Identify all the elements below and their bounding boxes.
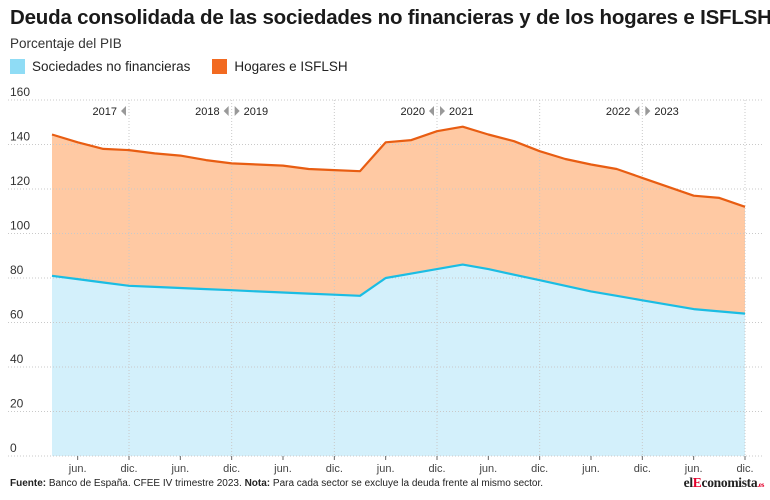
legend-swatch-hogares bbox=[212, 59, 228, 74]
x-tick-label: jun. bbox=[684, 463, 703, 475]
year-arrow-left bbox=[429, 106, 434, 116]
source-text: Banco de España. CFEE IV trimestre 2023. bbox=[48, 478, 242, 489]
y-tick-label: 40 bbox=[10, 352, 24, 366]
x-tick-label: jun. bbox=[170, 463, 189, 475]
x-tick-label: dic. bbox=[120, 463, 137, 475]
x-tick-label: dic. bbox=[736, 463, 753, 475]
legend-swatch-sociedades bbox=[10, 59, 25, 74]
chart-subtitle: Porcentaje del PIB bbox=[10, 36, 122, 51]
y-tick-label: 80 bbox=[10, 263, 24, 277]
year-label: 2018 bbox=[195, 106, 219, 118]
year-label: 2020 bbox=[401, 106, 425, 118]
footer-source: Fuente: Banco de España. CFEE IV trimest… bbox=[10, 478, 543, 489]
y-tick-label: 60 bbox=[10, 308, 24, 322]
note-label: Nota: bbox=[244, 478, 271, 489]
x-tick-label: dic. bbox=[326, 463, 343, 475]
year-arrow-right bbox=[234, 106, 240, 116]
x-tick-label: dic. bbox=[531, 463, 548, 475]
y-tick-label: 140 bbox=[10, 130, 30, 144]
y-tick-label: 0 bbox=[10, 441, 17, 455]
x-tick-label: jun. bbox=[273, 463, 292, 475]
year-label: 2022 bbox=[606, 106, 630, 118]
year-label: 2021 bbox=[449, 106, 473, 118]
x-tick-label: jun. bbox=[68, 463, 87, 475]
y-tick-label: 120 bbox=[10, 174, 30, 188]
legend-label-hogares: Hogares e ISFLSH bbox=[234, 59, 348, 74]
line-hogares bbox=[51, 125, 746, 208]
legend-label-sociedades: Sociedades no financieras bbox=[32, 59, 191, 74]
x-tick-label: jun. bbox=[581, 463, 600, 475]
note-text: Para cada sector se excluye la deuda fre… bbox=[272, 478, 544, 489]
chart-title: Deuda consolidada de las sociedades no f… bbox=[10, 6, 770, 29]
eleconomista-logo: elEconomista.es bbox=[683, 475, 765, 490]
year-arrow-right bbox=[645, 106, 651, 116]
year-arrow-left bbox=[121, 106, 126, 116]
x-tick-label: dic. bbox=[428, 463, 445, 475]
x-tick-label: dic. bbox=[223, 463, 240, 475]
year-label: 2017 bbox=[93, 106, 117, 118]
legend-item-hogares: Hogares e ISFLSH bbox=[212, 59, 348, 74]
year-arrow-right bbox=[440, 106, 445, 116]
area-sociedades bbox=[52, 264, 745, 456]
year-arrow-left bbox=[223, 106, 229, 116]
y-tick-label: 160 bbox=[10, 85, 30, 99]
year-label: 2023 bbox=[654, 106, 678, 118]
legend-item-sociedades: Sociedades no financieras bbox=[10, 59, 190, 74]
line-sociedades bbox=[51, 263, 746, 315]
x-tick-label: jun. bbox=[376, 463, 395, 475]
legend: Sociedades no financieras Hogares e ISFL… bbox=[10, 59, 370, 74]
y-tick-label: 20 bbox=[10, 397, 24, 411]
x-tick-label: jun. bbox=[478, 463, 497, 475]
x-tick-label: dic. bbox=[634, 463, 651, 475]
area-hogares bbox=[52, 126, 745, 314]
source-label: Fuente: bbox=[10, 478, 47, 489]
year-arrow-left bbox=[634, 106, 640, 116]
year-label: 2019 bbox=[244, 106, 268, 118]
y-tick-label: 100 bbox=[10, 219, 30, 233]
